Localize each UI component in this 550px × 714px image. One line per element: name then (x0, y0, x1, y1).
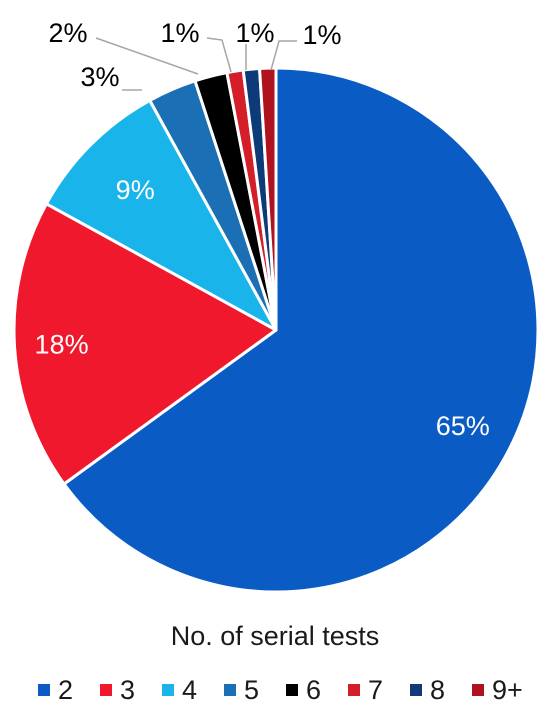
legend-label: 5 (244, 675, 259, 705)
data-label-3: 18% (35, 329, 89, 359)
legend-item-6: 6 (286, 675, 321, 705)
data-label-5: 3% (80, 62, 119, 92)
data-label-9plus: 1% (302, 20, 341, 50)
leader-lines (95, 37, 297, 91)
legend-swatch (162, 684, 174, 696)
data-label-6: 2% (48, 18, 87, 48)
legend-swatch (472, 684, 484, 696)
legend-label: 9+ (492, 675, 523, 705)
legend-item-4: 4 (162, 675, 197, 705)
legend-swatch (38, 684, 50, 696)
legend-item-7: 7 (348, 675, 383, 705)
legend-swatch (224, 684, 236, 696)
legend-label: 4 (182, 675, 197, 705)
leader-line-7 (206, 37, 232, 73)
data-label-8: 1% (235, 18, 274, 48)
legend-swatch (410, 684, 422, 696)
legend-item-8: 8 (410, 675, 445, 705)
legend-label: 3 (120, 675, 135, 705)
legend-item-9plus: 9+ (472, 675, 523, 705)
leader-line-9plus (270, 40, 297, 71)
legend-swatch (286, 684, 298, 696)
legend-label: 2 (58, 675, 73, 705)
data-label-7: 1% (160, 18, 199, 48)
legend-label: 8 (430, 675, 445, 705)
legend-label: 6 (306, 675, 321, 705)
legend-item-5: 5 (224, 675, 259, 705)
legend-swatch (100, 684, 112, 696)
pie-slice-4 (44, 98, 278, 332)
legend-item-2: 2 (38, 675, 73, 705)
pie-slice-3 (12, 202, 278, 486)
pie-slice-9plus (258, 66, 278, 332)
legend-item-3: 3 (100, 675, 135, 705)
legend-label: 7 (368, 675, 383, 705)
legend-swatch (348, 684, 360, 696)
leader-line-6 (95, 37, 199, 75)
data-label-4: 9% (116, 175, 155, 205)
legend-title: No. of serial tests (171, 621, 380, 651)
data-labels: 65% 18% 9% 3% 2% 1% 1% 1% (35, 18, 490, 441)
pie-slice-2 (62, 66, 540, 594)
pie-slices (12, 66, 540, 594)
data-label-2: 65% (436, 411, 490, 441)
legend: 2 3 4 5 6 7 8 9+ (38, 675, 523, 705)
